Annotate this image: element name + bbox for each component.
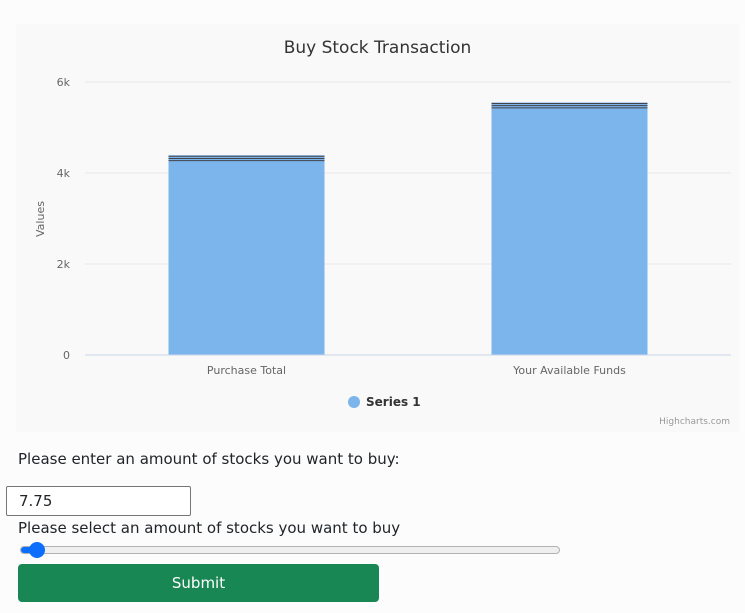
chart-title: Buy Stock Transaction: [284, 38, 472, 58]
stock-chart: Buy Stock Transaction 0 2k 4k 6k Values Pur…: [16, 24, 739, 432]
chart-bars: [168, 102, 648, 355]
x-tick-label: Purchase Total: [207, 364, 286, 377]
amount-input[interactable]: [6, 486, 191, 516]
amount-label: Please enter an amount of stocks you wan…: [18, 450, 400, 468]
bar-your-available-funds[interactable]: [491, 102, 648, 355]
legend-label-series-1[interactable]: Series 1: [366, 395, 421, 409]
legend-marker: [348, 396, 360, 408]
chart-legend[interactable]: Series 1: [348, 395, 421, 409]
y-axis-ticks: 0 2k 4k 6k: [57, 76, 71, 362]
y-tick-label: 0: [63, 349, 70, 362]
x-axis-ticks: Purchase Total Your Available Funds: [207, 364, 626, 377]
y-tick-label: 6k: [57, 76, 71, 89]
y-tick-label: 4k: [57, 167, 71, 180]
submit-button[interactable]: Submit: [18, 564, 379, 602]
amount-slider[interactable]: [20, 542, 560, 558]
y-axis-title: Values: [34, 201, 47, 237]
slider-label: Please select an amount of stocks you wa…: [18, 519, 401, 537]
y-tick-label: 2k: [57, 258, 71, 271]
chart-credits[interactable]: Highcharts.com: [659, 417, 730, 427]
x-tick-label: Your Available Funds: [512, 364, 626, 377]
slider-thumb[interactable]: [28, 542, 45, 558]
bar-purchase-total[interactable]: [168, 155, 325, 355]
chart-svg: Buy Stock Transaction 0 2k 4k 6k Values Pur…: [34, 38, 731, 427]
